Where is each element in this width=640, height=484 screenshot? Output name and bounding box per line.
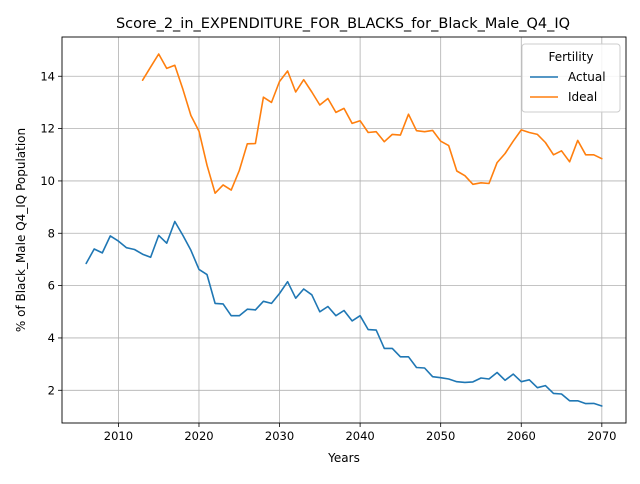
y-gridlines [62, 75, 626, 391]
legend-label-actual: Actual [568, 70, 606, 84]
legend: Fertility Actual Ideal [521, 43, 621, 113]
series-line-ideal [141, 53, 603, 194]
x-tick-label: 2020 [184, 429, 213, 443]
x-tick-label: 2050 [426, 429, 455, 443]
x-tick-label: 2030 [265, 429, 294, 443]
x-tick-label: 2040 [345, 429, 374, 443]
y-tick-label: 10 [40, 174, 55, 188]
plot-frame [61, 36, 627, 424]
legend-title: Fertility [548, 50, 593, 64]
legend-label-ideal: Ideal [568, 90, 597, 104]
y-tick-label: 2 [48, 383, 55, 397]
y-tick-label: 12 [40, 122, 55, 136]
y-axis-ticks: 2 4 6 8 10 12 14 [40, 69, 62, 397]
series-layer [85, 53, 603, 407]
y-axis-label: % of Black_Male Q4_IQ Population [14, 128, 28, 332]
x-axis-ticks: 2010 2020 2030 2040 2050 2060 2070 [104, 423, 616, 443]
x-gridlines [118, 37, 603, 423]
x-tick-label: 2070 [587, 429, 616, 443]
x-tick-label: 2060 [507, 429, 536, 443]
chart-title: Score_2_in_EXPENDITURE_FOR_BLACKS_for_Bl… [116, 16, 570, 32]
y-tick-label: 6 [48, 279, 55, 293]
x-axis-label: Years [327, 451, 360, 465]
y-tick-label: 4 [48, 331, 55, 345]
y-tick-label: 8 [48, 226, 55, 240]
y-tick-label: 14 [40, 69, 55, 83]
series-line-actual [85, 220, 603, 407]
legend-box [521, 43, 621, 113]
x-tick-label: 2010 [104, 429, 133, 443]
